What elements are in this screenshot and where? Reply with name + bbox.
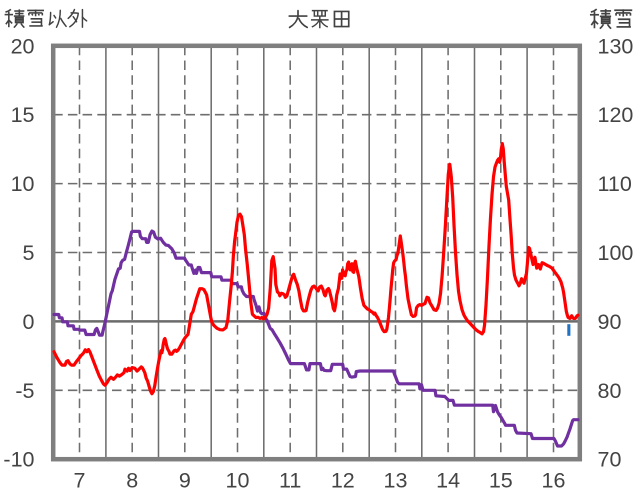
- svg-text:12: 12: [331, 469, 355, 493]
- svg-text:80: 80: [598, 379, 622, 403]
- svg-text:0: 0: [23, 310, 35, 334]
- svg-text:9: 9: [179, 469, 191, 493]
- svg-text:70: 70: [598, 448, 622, 472]
- svg-text:10: 10: [226, 469, 250, 493]
- svg-text:5: 5: [23, 241, 35, 265]
- svg-text:14: 14: [436, 469, 460, 493]
- svg-text:13: 13: [384, 469, 408, 493]
- svg-text:20: 20: [11, 34, 35, 58]
- svg-text:8: 8: [126, 469, 138, 493]
- svg-text:-5: -5: [15, 379, 34, 403]
- svg-text:130: 130: [598, 34, 634, 58]
- svg-text:100: 100: [598, 241, 634, 265]
- svg-text:16: 16: [542, 469, 566, 493]
- svg-text:90: 90: [598, 310, 622, 334]
- svg-text:-10: -10: [3, 448, 34, 472]
- svg-text:110: 110: [598, 172, 632, 196]
- svg-text:15: 15: [489, 469, 513, 493]
- svg-text:120: 120: [598, 103, 634, 127]
- svg-text:7: 7: [74, 469, 86, 493]
- svg-text:15: 15: [11, 103, 35, 127]
- svg-text:10: 10: [11, 172, 35, 196]
- svg-text:11: 11: [279, 469, 301, 493]
